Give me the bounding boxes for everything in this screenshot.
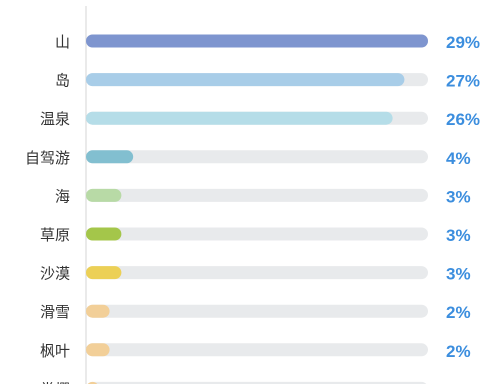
category-label: 自驾游	[25, 149, 70, 167]
category-label: 滑雪	[40, 303, 70, 321]
bar-track	[86, 227, 428, 241]
category-label: 沙漠	[40, 265, 70, 283]
bar-track	[86, 343, 428, 357]
category-label: 岛	[55, 72, 70, 90]
bar	[86, 227, 122, 241]
value-label: 3%	[446, 226, 471, 245]
category-label: 温泉	[40, 110, 70, 128]
value-label: 26%	[446, 110, 480, 129]
bar-track	[86, 150, 428, 164]
value-label: 29%	[446, 33, 480, 52]
bar	[86, 34, 428, 48]
category-label: 山	[55, 33, 70, 51]
bar	[87, 381, 98, 384]
value-label: 1%	[446, 380, 471, 384]
value-label: 4%	[446, 149, 471, 168]
category-label: 草原	[40, 226, 70, 244]
bar-track	[86, 188, 428, 202]
value-label: 2%	[446, 342, 471, 361]
bar	[86, 188, 122, 202]
bar	[86, 266, 122, 280]
bar	[86, 73, 405, 87]
value-label: 3%	[446, 187, 471, 206]
bar	[86, 150, 134, 164]
value-label: 27%	[446, 72, 480, 91]
bar-track	[87, 381, 427, 384]
bar	[86, 304, 110, 318]
bar-track	[86, 304, 428, 318]
bar-track	[86, 266, 428, 280]
value-label: 2%	[446, 303, 471, 322]
category-label: 枫叶	[40, 342, 70, 360]
value-label: 3%	[446, 265, 471, 284]
bar	[86, 343, 110, 357]
bar	[86, 111, 393, 125]
category-label: 海	[55, 187, 70, 205]
category-label: 赏樱	[40, 380, 70, 384]
